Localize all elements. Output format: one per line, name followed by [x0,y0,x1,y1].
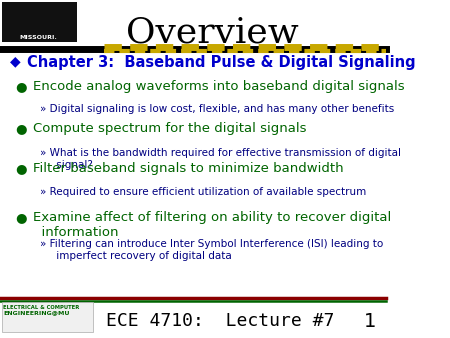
Text: ●: ● [15,80,27,93]
Text: MISSOURI.: MISSOURI. [20,35,58,41]
Text: ELECTRICAL & COMPUTER: ELECTRICAL & COMPUTER [3,305,80,310]
Text: » Required to ensure efficient utilization of available spectrum: » Required to ensure efficient utilizati… [40,187,367,197]
Text: ●: ● [15,122,27,135]
Text: 1: 1 [364,312,376,331]
Text: ●: ● [15,162,27,175]
Text: Filter baseband signals to minimize bandwidth: Filter baseband signals to minimize band… [33,162,343,175]
Text: Compute spectrum for the digital signals: Compute spectrum for the digital signals [33,122,306,135]
Text: Overview: Overview [126,15,298,49]
Text: » Digital signaling is low cost, flexible, and has many other benefits: » Digital signaling is low cost, flexibl… [40,104,395,114]
Text: Chapter 3:  Baseband Pulse & Digital Signaling: Chapter 3: Baseband Pulse & Digital Sign… [27,55,416,70]
Text: ENGINEERING@MU: ENGINEERING@MU [3,310,70,315]
Text: ●: ● [15,211,27,224]
Text: » Filtering can introduce Inter Symbol Interference (ISI) leading to
     imperf: » Filtering can introduce Inter Symbol I… [40,239,384,261]
Text: Examine affect of filtering on ability to recover digital
  information: Examine affect of filtering on ability t… [33,211,391,239]
Text: ECE 4710:  Lecture #7: ECE 4710: Lecture #7 [106,312,334,330]
Bar [2,302,93,332]
Bar [2,2,77,42]
Text: » What is the bandwidth required for effective transmission of digital
     sign: » What is the bandwidth required for eff… [40,148,401,170]
Text: ◆: ◆ [9,55,20,69]
Text: Encode analog waveforms into baseband digital signals: Encode analog waveforms into baseband di… [33,80,405,93]
